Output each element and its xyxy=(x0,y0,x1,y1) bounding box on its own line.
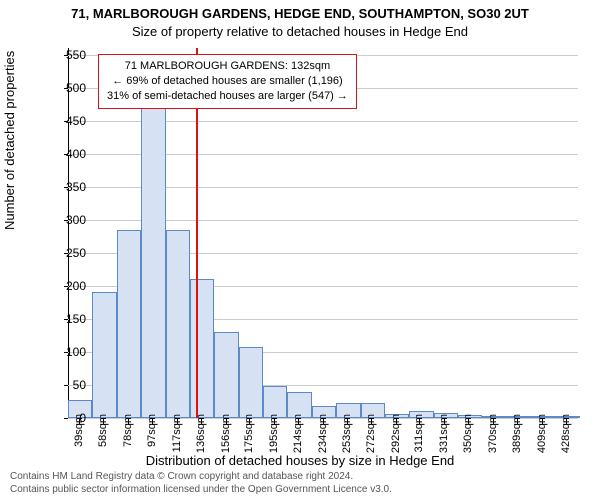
info-box-line: ← 69% of detached houses are smaller (1,… xyxy=(107,74,348,89)
xtick-label: 234sqm xyxy=(317,414,329,453)
xtick-label: 58sqm xyxy=(97,414,109,447)
info-box-line: 31% of semi-detached houses are larger (… xyxy=(107,89,348,104)
xtick-label: 409sqm xyxy=(536,414,548,453)
info-box: 71 MARLBOROUGH GARDENS: 132sqm← 69% of d… xyxy=(98,54,357,109)
xtick-label: 156sqm xyxy=(220,414,232,453)
xtick-label: 253sqm xyxy=(341,414,353,453)
xtick-label: 292sqm xyxy=(390,414,402,453)
ytick-label: 500 xyxy=(46,81,86,95)
histogram-bar xyxy=(214,332,238,418)
plot-area: 39sqm58sqm78sqm97sqm117sqm136sqm156sqm17… xyxy=(68,48,578,418)
ytick-label: 550 xyxy=(46,48,86,62)
histogram-bar xyxy=(190,279,214,418)
xtick-label: 214sqm xyxy=(292,414,304,453)
ytick-label: 50 xyxy=(46,378,86,392)
credit-line-2: Contains public sector information licen… xyxy=(10,483,392,496)
info-box-line: 71 MARLBOROUGH GARDENS: 132sqm xyxy=(107,59,348,74)
y-axis-line xyxy=(68,48,69,418)
credit-text: Contains HM Land Registry data © Crown c… xyxy=(10,470,392,496)
ytick-label: 200 xyxy=(46,279,86,293)
ytick-label: 0 xyxy=(46,411,86,425)
ytick-label: 250 xyxy=(46,246,86,260)
chart-subtitle: Size of property relative to detached ho… xyxy=(0,24,600,39)
x-axis-label: Distribution of detached houses by size … xyxy=(0,453,600,468)
y-axis-label: Number of detached properties xyxy=(2,51,17,230)
histogram-bar xyxy=(92,292,116,418)
credit-line-1: Contains HM Land Registry data © Crown c… xyxy=(10,470,392,483)
ytick-label: 450 xyxy=(46,114,86,128)
ytick-label: 350 xyxy=(46,180,86,194)
histogram-bar xyxy=(166,230,190,418)
xtick-label: 195sqm xyxy=(268,414,280,453)
xtick-label: 428sqm xyxy=(560,414,572,453)
xtick-label: 78sqm xyxy=(122,414,134,447)
xtick-label: 370sqm xyxy=(487,414,499,453)
xtick-label: 175sqm xyxy=(243,414,255,453)
histogram-bar xyxy=(141,88,165,418)
ytick-label: 150 xyxy=(46,312,86,326)
histogram-bar xyxy=(239,347,263,418)
chart-container: 71, MARLBOROUGH GARDENS, HEDGE END, SOUT… xyxy=(0,0,600,500)
xtick-label: 117sqm xyxy=(171,414,183,452)
ytick-label: 400 xyxy=(46,147,86,161)
xtick-label: 331sqm xyxy=(438,414,450,453)
xtick-label: 272sqm xyxy=(365,414,377,453)
xtick-label: 389sqm xyxy=(511,414,523,453)
xtick-label: 350sqm xyxy=(462,414,474,453)
ytick-label: 100 xyxy=(46,345,86,359)
histogram-bar xyxy=(117,230,141,418)
chart-title: 71, MARLBOROUGH GARDENS, HEDGE END, SOUT… xyxy=(0,6,600,21)
xtick-label: 311sqm xyxy=(413,414,425,452)
xtick-label: 97sqm xyxy=(146,414,158,447)
ytick-label: 300 xyxy=(46,213,86,227)
xtick-label: 136sqm xyxy=(195,414,207,453)
